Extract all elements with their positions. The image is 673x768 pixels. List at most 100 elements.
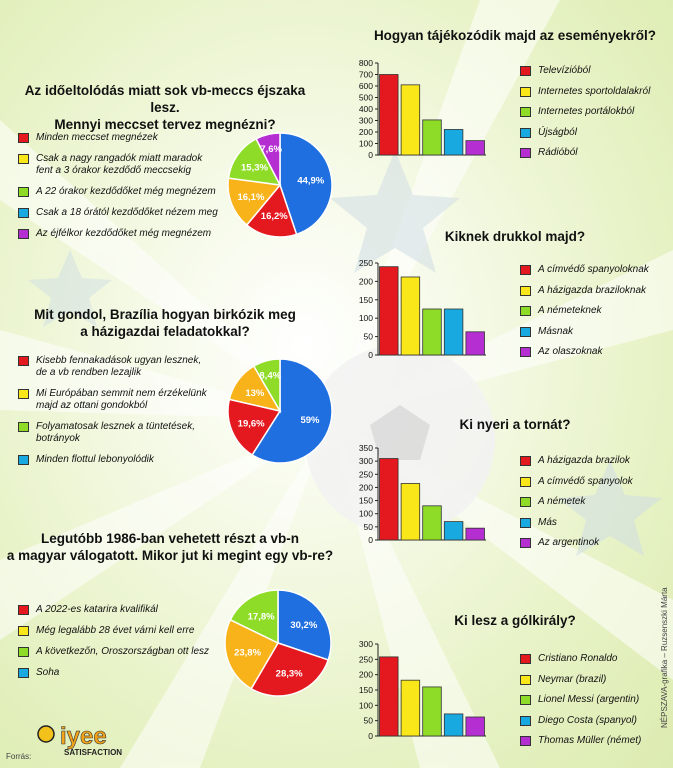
legend-label: A következőn, Oroszországban ott lesz (36, 646, 210, 657)
pie-slice (277, 589, 332, 661)
bar (443, 521, 464, 541)
y-tick-label: 250 (359, 469, 373, 479)
legend-label: Kisebb fennakadások ugyan lesznek, (36, 355, 202, 366)
legend-item: Az argentinok (520, 537, 633, 549)
y-tick-label: 0 (368, 350, 373, 360)
chart-title: Legutóbb 1986-ban vehetett részt a vb-n a… (0, 530, 340, 564)
legend-swatch (18, 455, 29, 465)
logo-word-2: SATISFACTION (64, 748, 122, 757)
bar (465, 527, 485, 541)
bar (379, 266, 399, 356)
legend-label: botrányok (36, 433, 80, 444)
bar-chart: 0 50 100 150 200 250 300 (359, 639, 486, 741)
legend-swatch (520, 347, 531, 357)
y-tick-label: 0 (368, 150, 373, 160)
y-tick-label: 200 (359, 127, 373, 137)
legend-label: Lionel Messi (argentin) (538, 694, 640, 705)
y-tick-label: 350 (359, 443, 373, 453)
chart-title: Kiknek drukkol majd? (360, 228, 670, 245)
y-tick-label: 0 (368, 731, 373, 741)
legend-label: Minden flottul lebonyolódik (36, 454, 154, 465)
y-tick-label: 300 (359, 639, 373, 649)
pie-slice (255, 132, 281, 186)
slice-label: 16,2% (261, 211, 288, 222)
chart-legend: A címvédő spanyoloknak A házigazda brazil… (520, 264, 649, 367)
legend-swatch (18, 605, 29, 615)
chart-title-line: a házigazdai feladatokkal? (80, 324, 250, 339)
y-tick-label: 50 (364, 716, 374, 726)
chart-title-line: Mit gondol, Brazília hogyan birkózik meg (34, 307, 296, 322)
legend-item: Újságból (520, 127, 650, 139)
legend-item: Más (520, 517, 633, 529)
legend-item: Mi Európában semmit nem érzékelünk majd a… (18, 388, 207, 412)
slice-label: 13% (245, 388, 265, 399)
legend-swatch (520, 285, 531, 296)
y-tick-label: 100 (359, 509, 373, 519)
legend-swatch (18, 668, 29, 678)
legend-item: Cristiano Ronaldo (520, 653, 641, 665)
legend-item: Másnak (520, 326, 649, 338)
legend-swatch (18, 626, 29, 636)
legend-swatch (520, 715, 531, 726)
chart-title-line: Hogyan tájékozódik majd az eseményekről? (373, 28, 657, 43)
legend-label: A németek (538, 496, 586, 507)
legend-label: A 22 órakor kezdődőket még megnézem (36, 186, 216, 197)
legend-swatch (18, 187, 29, 197)
y-tick-label: 700 (359, 70, 373, 80)
legend-label: Televízióból (538, 65, 591, 76)
legend-item: Rádióból (520, 147, 650, 159)
legend-swatch (18, 208, 29, 218)
bar (443, 129, 464, 156)
legend-item: Internetes portálokból (520, 106, 650, 118)
legend-item: A házigazda brazilok (520, 455, 633, 467)
bar (422, 308, 442, 356)
legend-label: majd az ottani gondokból (36, 400, 148, 411)
legend-item: Thomas Müller (német) (520, 735, 641, 747)
legend-label: Cristiano Ronaldo (538, 653, 618, 664)
y-tick-label: 500 (359, 93, 373, 103)
legend-label: Internetes portálokból (538, 106, 635, 117)
legend-item: Soha (18, 667, 209, 679)
legend-swatch (520, 654, 531, 664)
legend-item: A következőn, Oroszországban ott lesz (18, 646, 209, 658)
chart-title: Hogyan tájékozódik majd az eseményekről? (360, 27, 670, 44)
y-tick-label: 150 (359, 685, 373, 695)
pie-slice (251, 358, 333, 464)
legend-label: A 2022-es katarira kvalifikál (36, 604, 158, 615)
legend-item: Minden meccset megnézek (18, 132, 218, 144)
legend-label: Minden meccset megnézek (36, 132, 158, 143)
legend-label: Más (538, 516, 557, 528)
star-decoration (330, 150, 460, 273)
legend-swatch (520, 695, 531, 705)
pie-slice (227, 137, 282, 186)
y-tick-label: 400 (359, 104, 373, 114)
legend-label: Neymar (brazil) (538, 673, 607, 685)
legend-label: Újságból (538, 126, 577, 138)
legend-label: Diego Costa (spanyol) (538, 714, 637, 726)
pie-slice (245, 183, 298, 238)
legend-item: Csak a nagy rangadók miatt maradok fent a… (18, 153, 218, 177)
legend-swatch (520, 66, 531, 76)
legend-label: A németeknek (538, 305, 602, 316)
chart-title-line: Legutóbb 1986-ban vehetett részt a vb-n (40, 531, 300, 546)
y-tick-label: 600 (359, 81, 373, 91)
legend-swatch (520, 326, 531, 337)
legend-swatch (520, 456, 531, 466)
pie-slice (227, 398, 282, 456)
legend-label: Csak a nagy rangadók miatt maradok (36, 153, 203, 164)
legend-item: A címvédő spanyolok (520, 476, 633, 488)
legend-label: Csak a 18 órától kezdődőket nézem meg (36, 207, 218, 218)
legend-swatch (18, 356, 29, 366)
bar (400, 483, 421, 541)
y-tick-label: 250 (359, 258, 373, 268)
chart-legend: A házigazda brazilok A címvédő spanyolok A… (520, 455, 633, 558)
legend-swatch (520, 674, 531, 685)
chart-title-line: Ki nyeri a tornát? (459, 417, 571, 432)
chart-title: Mit gondol, Brazília hogyan birkózik meg… (10, 306, 320, 340)
pie-slice (227, 177, 282, 227)
pie-slice (229, 589, 279, 645)
slice-label: 19,6% (238, 418, 265, 429)
bar (465, 331, 485, 356)
y-tick-label: 300 (359, 456, 373, 466)
graphic-credit: NÉPSZAVA-grafika – Ruzsenszki Márta (660, 587, 669, 728)
